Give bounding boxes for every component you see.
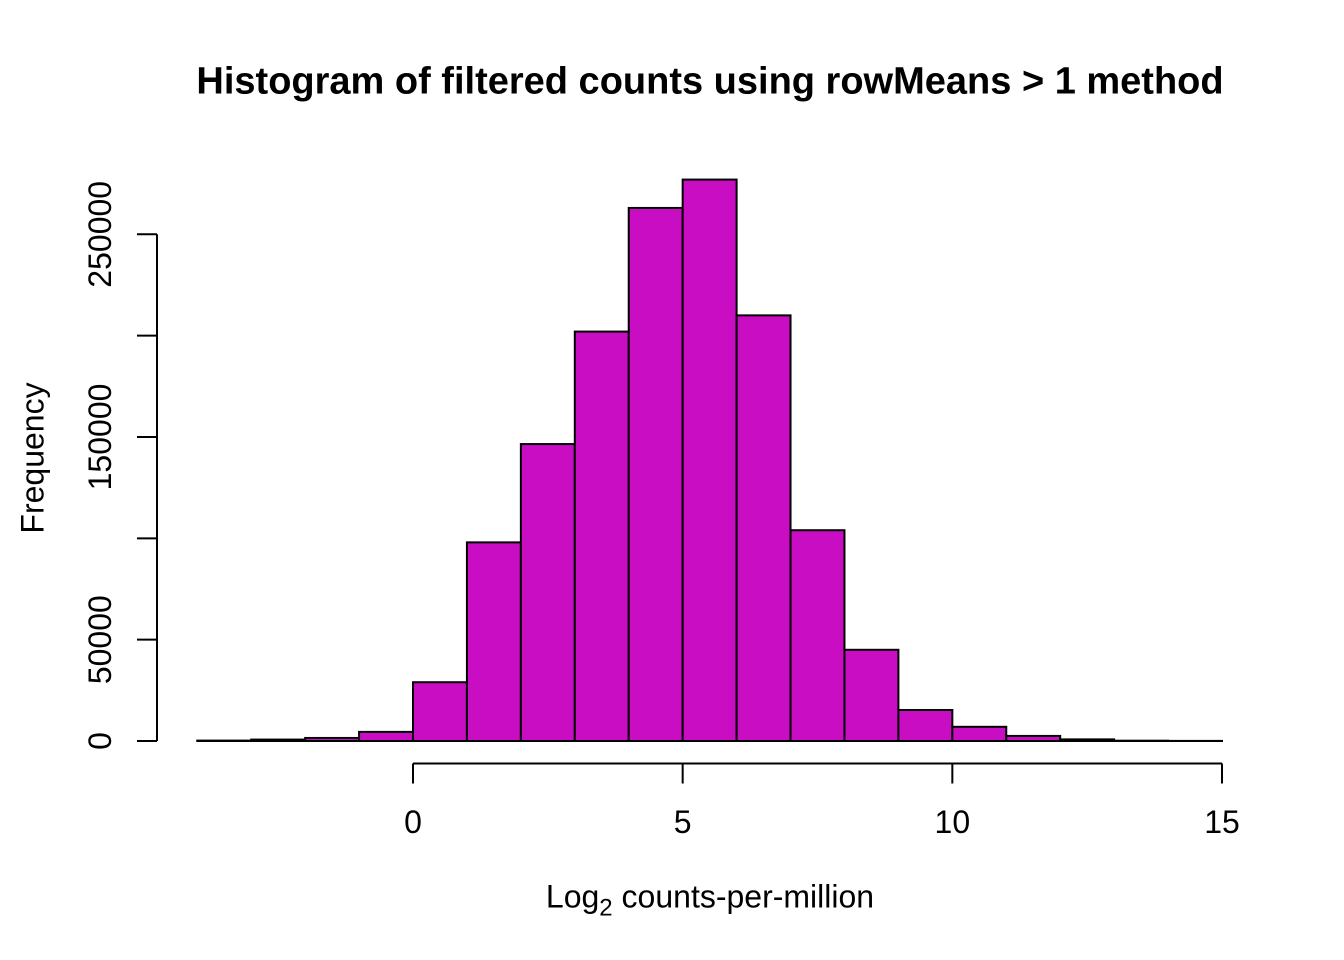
- histogram-bar: [627, 206, 684, 742]
- y-axis-tick-label: 50000: [82, 595, 118, 684]
- y-axis-tick-label: 150000: [82, 384, 118, 491]
- histogram-bar: [735, 314, 792, 742]
- y-axis-tick-label: 0: [82, 732, 118, 750]
- histogram-bar: [1059, 738, 1116, 742]
- histogram-bar: [412, 681, 468, 742]
- histogram-bar: [843, 648, 900, 743]
- y-axis-label: Frequency: [14, 382, 51, 534]
- histogram-bar: [250, 738, 307, 742]
- x-axis-tick-label: 0: [404, 804, 422, 840]
- x-axis-label-prefix: Log: [545, 878, 600, 915]
- histogram-bar: [951, 725, 1008, 742]
- x-axis-label-subscript: 2: [599, 894, 613, 922]
- chart-title: Histogram of filtered counts using rowMe…: [196, 60, 1224, 103]
- x-axis-tick-label: 15: [1204, 804, 1240, 840]
- histogram-bar: [465, 541, 522, 742]
- histogram-bar: [573, 330, 630, 742]
- x-axis-tick-label: 10: [935, 804, 971, 840]
- histogram-bar: [897, 708, 954, 743]
- y-axis-tick-label: 250000: [82, 181, 118, 288]
- histogram-bar: [681, 178, 738, 742]
- x-axis-label: Log2 counts-per-million: [545, 878, 875, 921]
- x-axis-tick-label: 5: [674, 804, 692, 840]
- histogram-bar: [358, 730, 414, 742]
- histogram-bar: [304, 736, 361, 742]
- x-axis-label-suffix: counts-per-million: [612, 878, 875, 915]
- histogram-bar: [1005, 734, 1062, 742]
- histogram-bar: [789, 529, 846, 743]
- histogram-bar: [519, 443, 576, 742]
